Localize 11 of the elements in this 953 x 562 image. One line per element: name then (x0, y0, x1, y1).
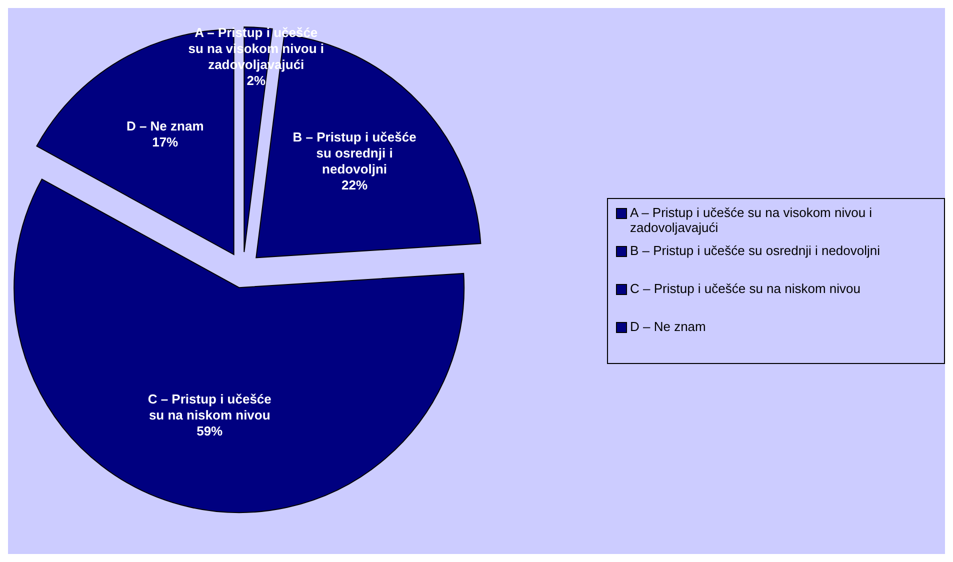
legend-label: D – Ne znam (630, 319, 706, 334)
slice-label: C – Pristup i učešće su na niskom nivou (148, 391, 272, 422)
legend-label: C – Pristup i učešće su na niskom nivou (630, 281, 860, 296)
data-label: 22% (342, 177, 368, 192)
data-label: 17% (152, 134, 179, 150)
legend-label: A – Pristup i učešće su na visokom nivou i zadovoljavajući (630, 205, 874, 235)
slice-label: D – Ne znam (126, 118, 204, 134)
data-label: 2% (246, 73, 266, 88)
legend-label: B – Pristup i učešće su osrednji i nedovoljni (630, 243, 880, 258)
data-label: 59% (196, 423, 224, 438)
slice-label: B – Pristup i učešće su osrednji i nedovoljni (292, 129, 416, 176)
